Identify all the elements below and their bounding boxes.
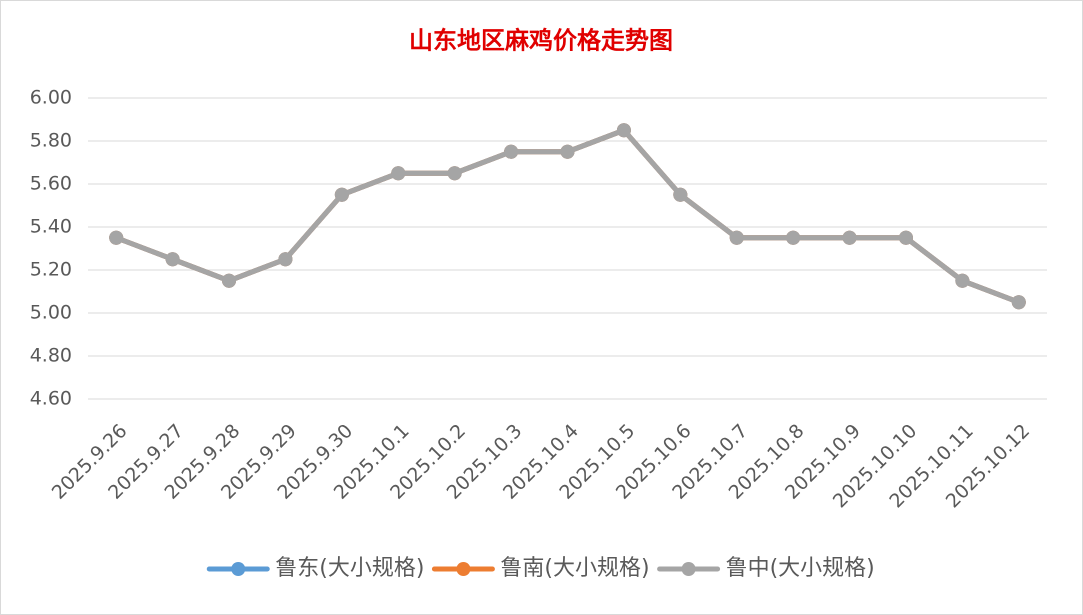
legend-label: 鲁东(大小规格) [275, 556, 424, 581]
data-point [842, 230, 857, 245]
chart-title: 山东地区麻鸡价格走势图 [409, 26, 673, 55]
y-tick-label: 6.00 [30, 87, 72, 109]
legend: 鲁东(大小规格) 鲁南(大小规格) 鲁中(大小规格) [206, 556, 875, 581]
data-point [109, 230, 124, 245]
data-point [729, 230, 744, 245]
data-point [616, 123, 631, 138]
data-point [447, 166, 462, 181]
legend-label: 鲁南(大小规格) [500, 556, 649, 581]
data-point [504, 144, 519, 159]
y-tick-label: 5.20 [30, 259, 72, 281]
data-point [786, 230, 801, 245]
y-tick-label: 5.00 [30, 302, 72, 324]
y-tick-label: 4.60 [30, 388, 72, 410]
data-point [222, 273, 237, 288]
y-tick-label: 4.80 [30, 345, 72, 367]
data-point [673, 187, 688, 202]
data-point [955, 273, 970, 288]
y-tick-label: 5.80 [30, 130, 72, 152]
data-point [898, 230, 913, 245]
data-point [278, 252, 293, 267]
legend-marker [456, 562, 471, 576]
legend-marker [231, 562, 246, 576]
y-tick-label: 5.60 [30, 173, 72, 195]
legend-marker [681, 562, 696, 576]
legend-label: 鲁中(大小规格) [726, 556, 875, 581]
data-point [560, 144, 575, 159]
data-point [165, 252, 180, 267]
data-point [391, 166, 406, 181]
y-tick-label: 5.40 [30, 216, 72, 238]
data-point [334, 187, 349, 202]
data-point [1011, 295, 1026, 310]
